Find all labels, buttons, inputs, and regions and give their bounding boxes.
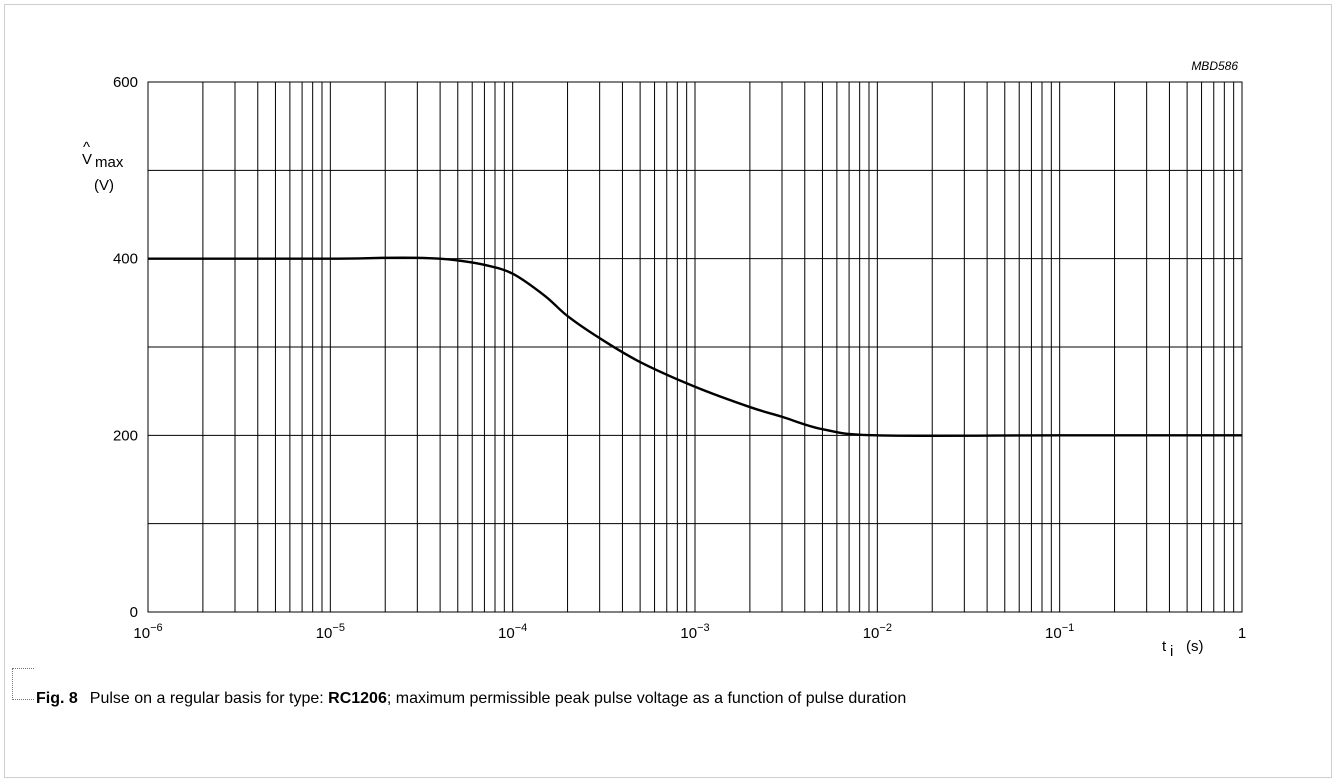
series-line <box>147 256 1242 437</box>
caption-type-name: RC1206 <box>328 690 387 707</box>
y-tick-label: 400 <box>113 251 138 268</box>
caption-bracket <box>12 668 34 700</box>
y-tick-label: 200 <box>113 427 138 444</box>
y-tick-label: 600 <box>113 74 138 91</box>
x-tick-label: 10−5 <box>316 622 345 642</box>
grid <box>147 81 1243 613</box>
x-axis-unit: (s) <box>1186 638 1204 655</box>
y-axis-unit: (V) <box>94 177 114 194</box>
x-tick-label: 1 <box>1238 625 1246 642</box>
x-tick-label: 10−1 <box>1045 622 1074 642</box>
caption-text: Pulse on a regular basis for type: <box>89 690 329 707</box>
y-tick-labels: 0 200 400 600 <box>113 74 138 621</box>
x-tick-label: 10−6 <box>133 622 162 642</box>
page-frame <box>4 4 1332 778</box>
x-axis-symbol: t <box>1162 638 1167 655</box>
x-tick-label: 10−2 <box>863 622 892 642</box>
y-axis-hat: ^ <box>83 139 90 156</box>
y-axis-symbol: V <box>82 151 92 168</box>
caption-text-after: ; maximum permissible peak pulse voltage… <box>386 690 907 707</box>
x-tick-label: 10−3 <box>680 622 709 642</box>
y-axis-label: ^ V max (V) <box>82 139 124 194</box>
chart: 0 200 400 600 10−6 10−5 10−4 10−3 10−2 10−1 1 MBD… <box>82 59 1246 660</box>
figure-caption: Fig. 8 Pulse on a regular basis for type:… <box>36 690 906 708</box>
caption-fig-number: Fig. 8 <box>36 690 78 707</box>
figure-code: MBD586 <box>1191 59 1238 73</box>
x-tick-labels: 10−6 10−5 10−4 10−3 10−2 10−1 1 <box>133 622 1246 642</box>
y-tick-label: 0 <box>130 604 138 621</box>
x-tick-label: 10−4 <box>498 622 527 642</box>
y-axis-subscript: max <box>95 154 124 171</box>
x-axis-label: t i (s) <box>1162 638 1204 660</box>
x-axis-subscript: i <box>1170 643 1173 660</box>
